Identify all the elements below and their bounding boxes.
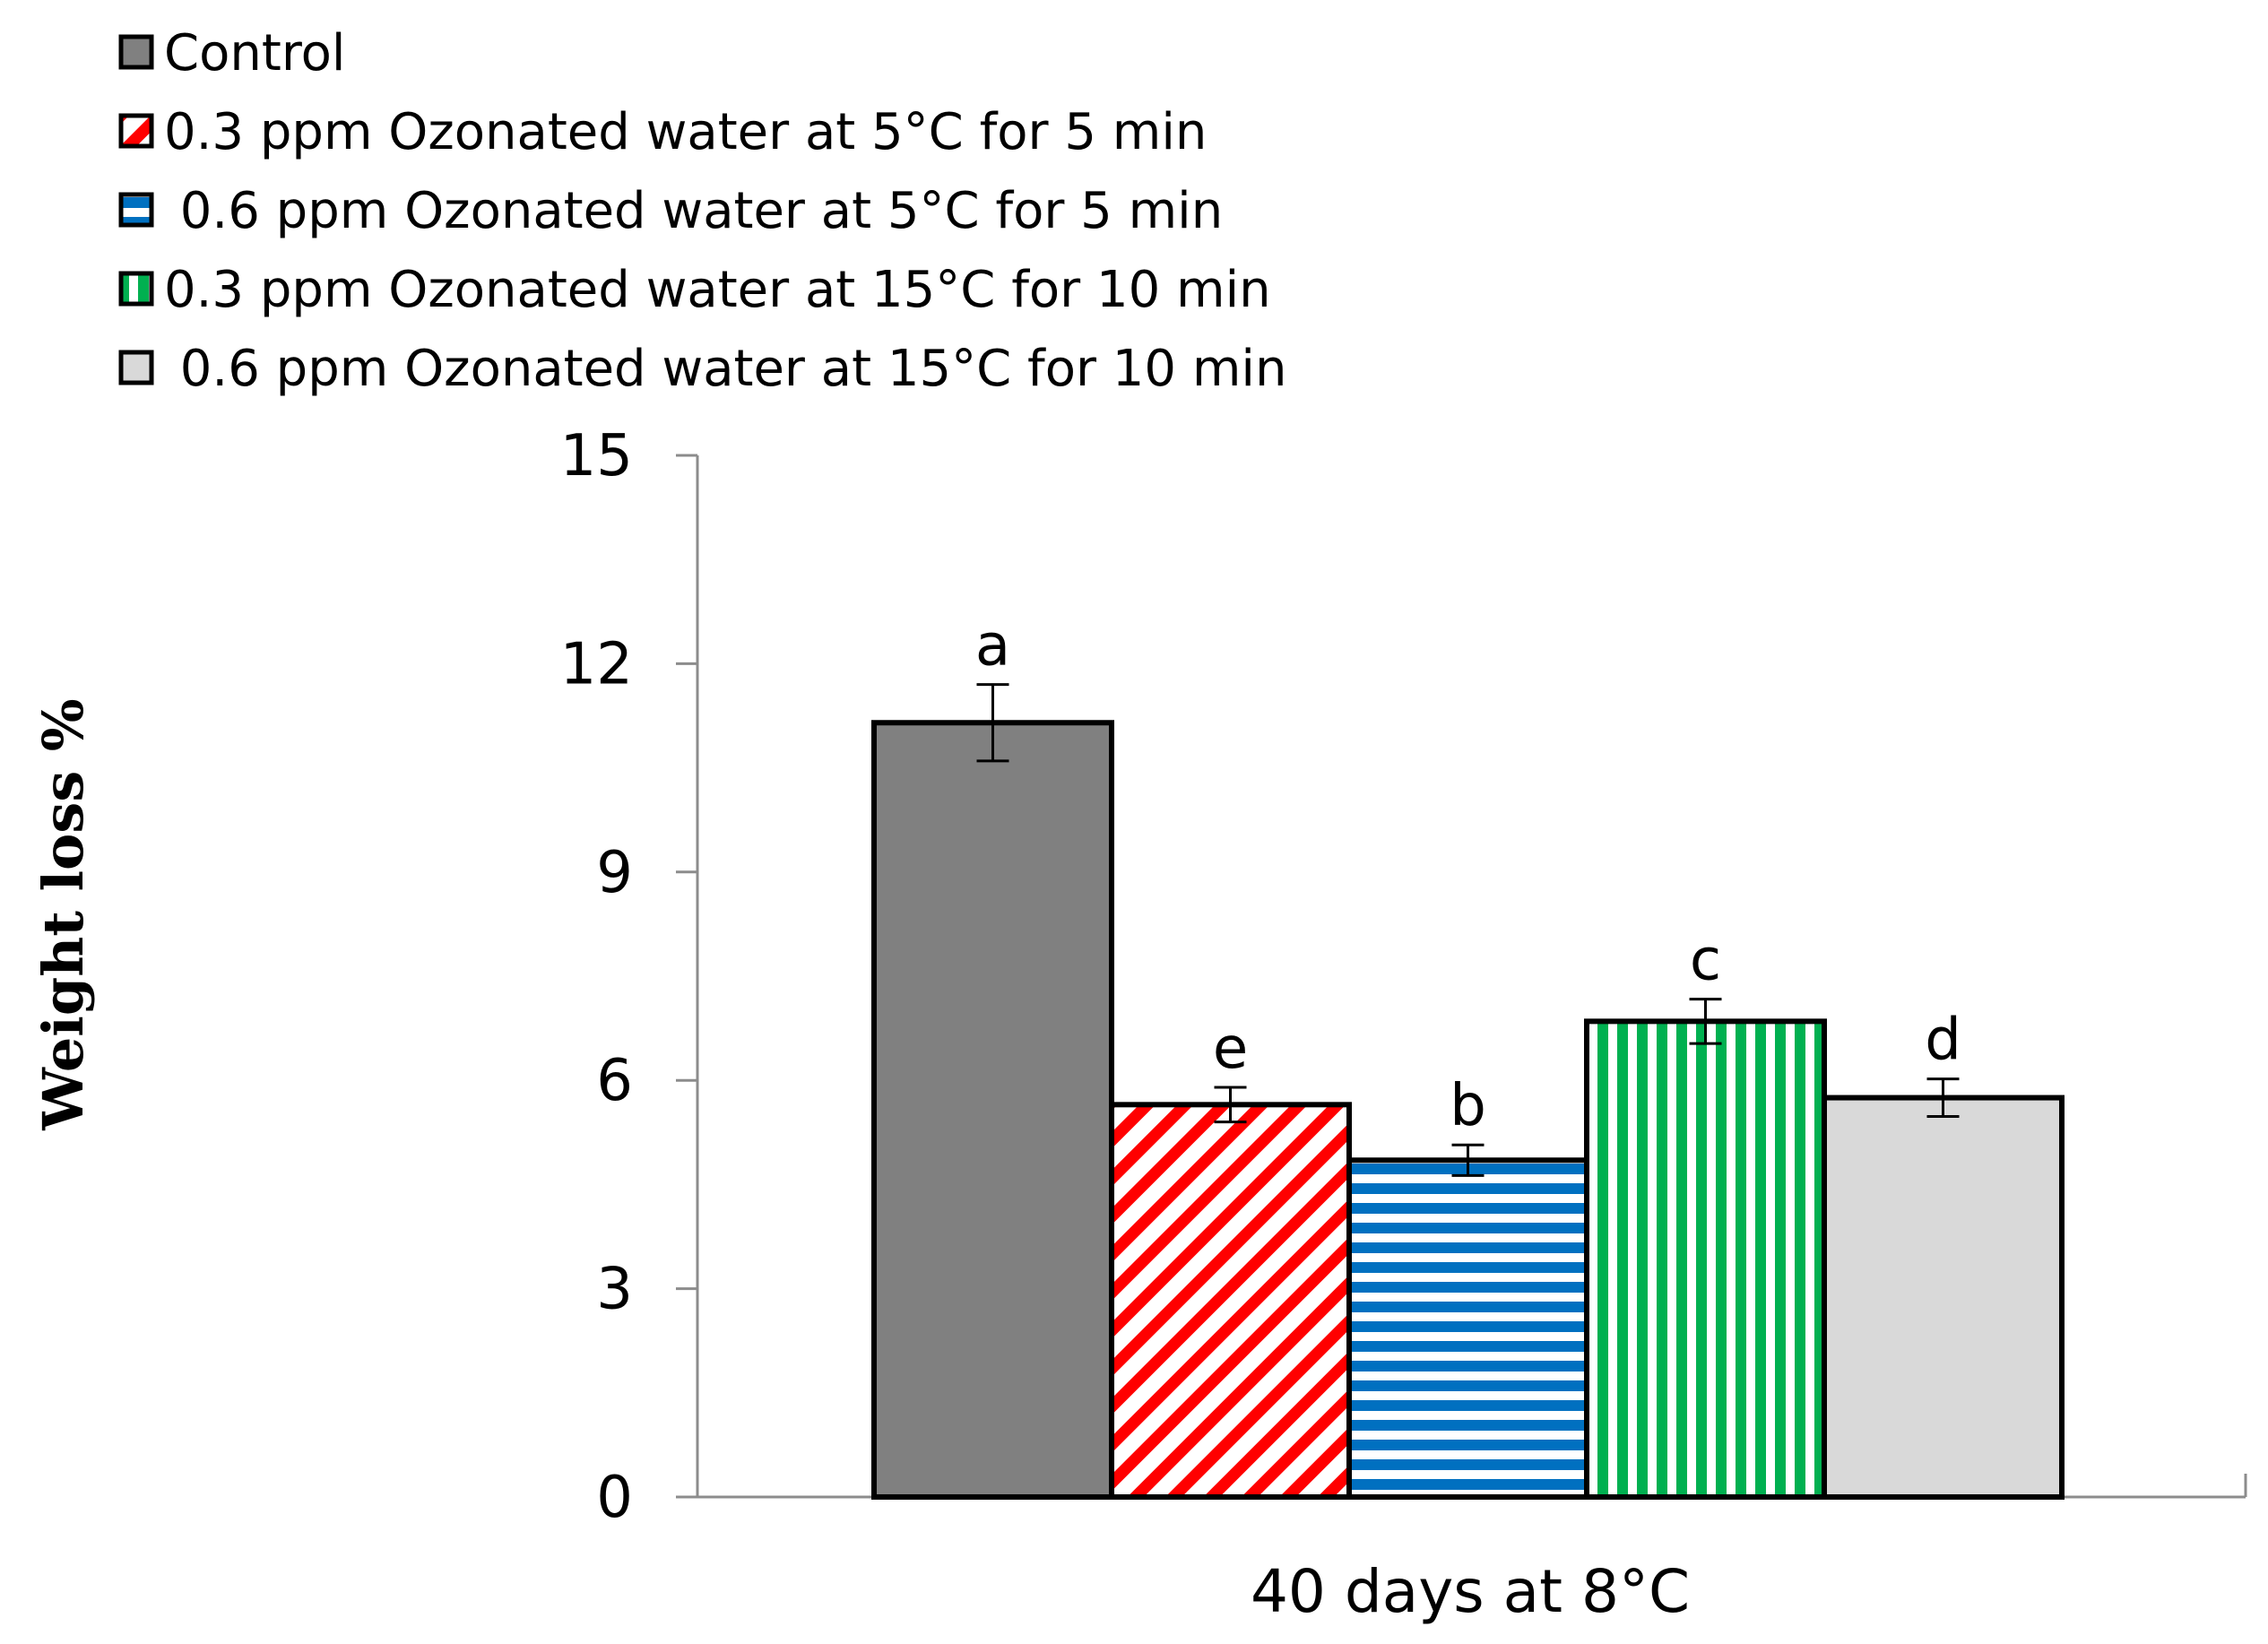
y-ticks: 0 3 6 9 12 15 (560, 423, 697, 1531)
legend-swatch-0-3-ppm-ozonated-water-at-15-c-for-10-min (118, 271, 154, 307)
legend-swatch-0-6-ppm-ozonated-water-at-5-c-for-5-min (118, 192, 154, 228)
bars: a e b c d (871, 613, 2065, 1501)
bar-0-6-ppm-ozonated-water-at-15-c-for-10-min (1822, 1095, 2065, 1500)
legend-swatch-0-6-ppm-ozonated-water-at-15-c-for-10-min (118, 350, 154, 385)
significance-letter: d (1925, 1008, 1961, 1074)
y-tick-label: 6 (596, 1048, 633, 1114)
legend-swatch-control (118, 34, 154, 70)
y-tick-label: 9 (596, 840, 633, 906)
significance-letter: b (1450, 1073, 1486, 1139)
legend: Control 0.3 ppm Ozonated water at 5°C for… (118, 24, 1286, 398)
significance-letter: a (975, 613, 1010, 679)
legend-label: Control (164, 24, 345, 82)
legend-swatch-0-3-ppm-ozonated-water-at-5-c-for-5-min (118, 113, 154, 149)
y-tick-label: 12 (560, 631, 633, 697)
bar-0-3-ppm-ozonated-water-at-15-c-for-10-min (1584, 1018, 1827, 1501)
legend-label: 0.6 ppm Ozonated water at 5°C for 5 min (164, 182, 1223, 240)
bar-0-6-ppm-ozonated-water-at-5-c-for-5-min (1346, 1157, 1589, 1500)
bar-control (871, 720, 1114, 1500)
axes: 0 3 6 9 12 15 (560, 423, 2247, 1531)
x-axis-label: 40 days at 8°C (1251, 1557, 1690, 1626)
legend-label: 0.6 ppm Ozonated water at 15°C for 10 mi… (164, 340, 1286, 398)
y-tick-label: 15 (560, 423, 633, 489)
legend-label: 0.3 ppm Ozonated water at 5°C for 5 min (164, 103, 1207, 161)
y-axis-label: Weight loss % (30, 698, 96, 1130)
significance-letter: e (1213, 1016, 1248, 1082)
significance-letter: c (1690, 928, 1721, 994)
legend-label: 0.3 ppm Ozonated water at 15°C for 10 mi… (164, 261, 1271, 319)
y-tick-label: 3 (596, 1257, 633, 1323)
bar-0-3-ppm-ozonated-water-at-5-c-for-5-min (1109, 1102, 1352, 1501)
y-tick-label: 0 (596, 1465, 633, 1531)
